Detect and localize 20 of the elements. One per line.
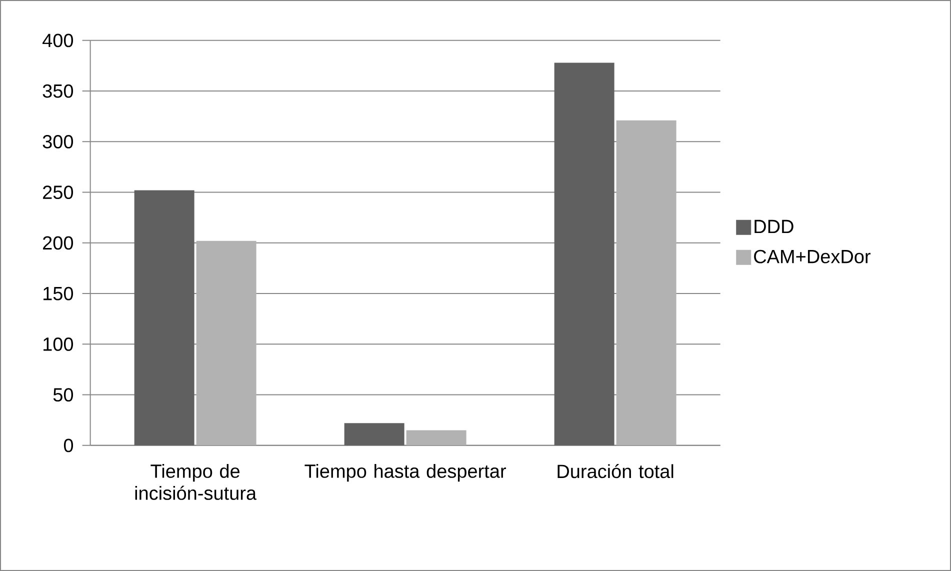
- y-tick-label: 50: [53, 388, 74, 402]
- y-tick-label: 300: [42, 134, 74, 148]
- y-tick-label: 200: [43, 236, 74, 250]
- x-tick-label: Tiempo hasta despertar: [304, 464, 506, 482]
- y-tick-label: 150: [44, 286, 74, 300]
- y-tick-label: 100: [44, 337, 74, 351]
- x-tick-label: Tiempo de incisión-sutura: [135, 464, 257, 500]
- legend-label: DDD: [754, 220, 794, 233]
- bar: [344, 423, 404, 446]
- bar: [406, 430, 466, 446]
- y-tick-label: 250: [43, 186, 74, 200]
- y-tick-label: 400: [42, 34, 74, 48]
- y-tick-label: 350: [42, 84, 74, 98]
- legend-label: CAM+DexDor: [754, 250, 870, 264]
- bar: [134, 190, 194, 446]
- x-tick-label: Duración total: [558, 464, 674, 478]
- bar: [554, 62, 614, 446]
- y-tick-label: 0: [64, 438, 74, 452]
- bar: [616, 120, 676, 446]
- bar: [196, 240, 256, 446]
